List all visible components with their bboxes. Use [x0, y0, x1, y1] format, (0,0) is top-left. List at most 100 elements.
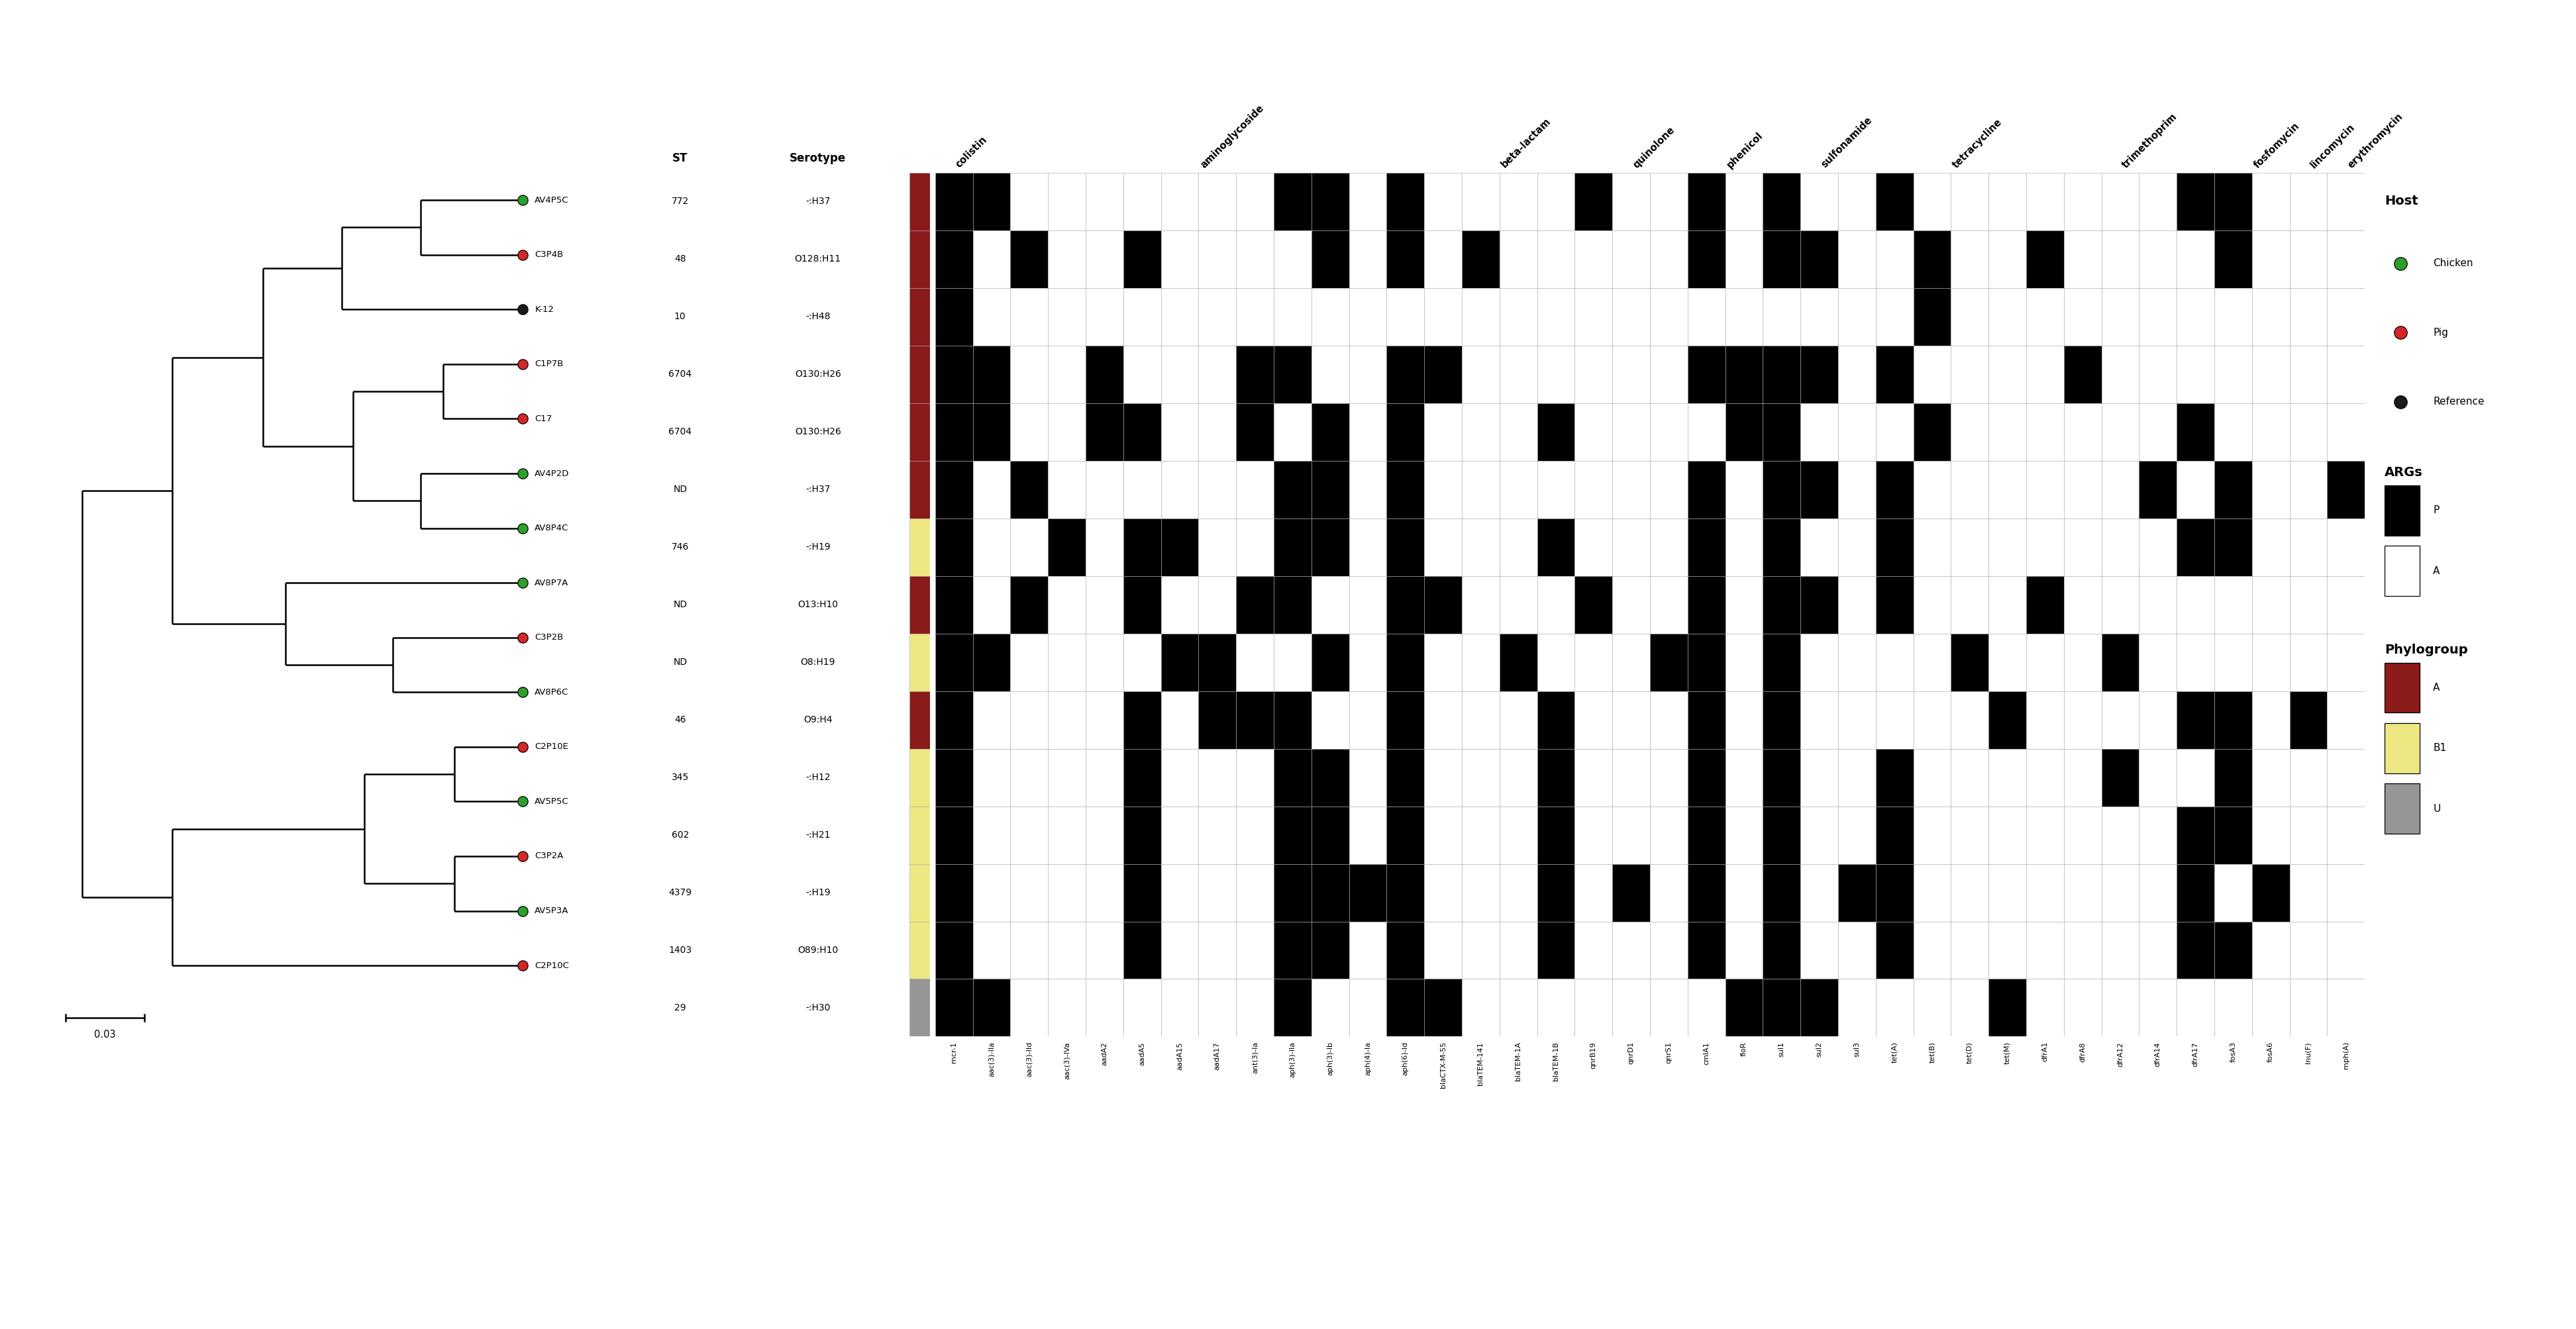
Text: B1: B1: [2434, 743, 2447, 754]
Bar: [1499, 461, 1538, 518]
Bar: [1048, 461, 1084, 518]
Bar: [1084, 346, 1123, 403]
Bar: [974, 979, 1010, 1037]
Bar: [2290, 691, 2326, 748]
Text: O9:H4: O9:H4: [804, 715, 832, 724]
Bar: [1350, 461, 1386, 518]
Bar: [1762, 634, 1801, 691]
Bar: [1461, 807, 1499, 864]
Bar: [2027, 691, 2063, 748]
Bar: [1950, 979, 1989, 1037]
Bar: [1010, 979, 1048, 1037]
Bar: [1499, 634, 1538, 691]
Bar: [2326, 403, 2365, 461]
Bar: [2251, 575, 2290, 634]
Bar: [1236, 518, 1273, 575]
Bar: [1950, 403, 1989, 461]
Bar: [1726, 346, 1762, 403]
Bar: [1350, 864, 1386, 921]
Bar: [1726, 634, 1762, 691]
Text: 1403: 1403: [667, 946, 693, 954]
Bar: [935, 864, 974, 921]
Bar: [2027, 634, 2063, 691]
Bar: [1762, 979, 1801, 1037]
Bar: [1010, 403, 1048, 461]
Bar: [1311, 691, 1350, 748]
Text: ND: ND: [672, 485, 688, 494]
Bar: [1875, 461, 1914, 518]
Bar: [1574, 230, 1613, 288]
Bar: [1084, 575, 1123, 634]
Bar: [1574, 979, 1613, 1037]
Bar: [1651, 288, 1687, 346]
Bar: [2290, 634, 2326, 691]
Bar: [1574, 864, 1613, 921]
Bar: [1801, 575, 1839, 634]
Bar: [1950, 230, 1989, 288]
Bar: [1048, 979, 1084, 1037]
Bar: [2063, 748, 2102, 807]
Text: -:H19: -:H19: [806, 888, 829, 897]
Text: C2P10C: C2P10C: [536, 961, 569, 970]
Bar: [2063, 921, 2102, 979]
Bar: [1613, 518, 1649, 575]
Bar: [1914, 575, 1950, 634]
Bar: [1726, 575, 1762, 634]
Bar: [1538, 634, 1574, 691]
Text: 46: 46: [675, 715, 685, 724]
Bar: [1236, 921, 1273, 979]
Bar: [1162, 288, 1198, 346]
Bar: [1726, 979, 1762, 1037]
Bar: [1762, 575, 1801, 634]
Bar: [2063, 575, 2102, 634]
Bar: [1425, 173, 1461, 230]
Bar: [1425, 575, 1461, 634]
Bar: [1762, 748, 1801, 807]
Bar: [1198, 864, 1236, 921]
Bar: [1236, 691, 1273, 748]
Bar: [2215, 864, 2251, 921]
Bar: [1574, 921, 1613, 979]
Bar: [1839, 461, 1875, 518]
Bar: [1010, 807, 1048, 864]
Bar: [1123, 403, 1162, 461]
Bar: [1123, 864, 1162, 921]
Bar: [1273, 979, 1311, 1037]
Bar: [2290, 403, 2326, 461]
Bar: [2102, 807, 2138, 864]
Bar: [1613, 807, 1649, 864]
Bar: [2027, 921, 2063, 979]
Bar: [1499, 691, 1538, 748]
Bar: [909, 921, 930, 979]
Bar: [974, 575, 1010, 634]
Text: O130:H26: O130:H26: [796, 428, 840, 436]
Bar: [974, 461, 1010, 518]
Bar: [1386, 230, 1425, 288]
Bar: [1950, 634, 1989, 691]
Bar: [2138, 691, 2177, 748]
Bar: [1461, 864, 1499, 921]
Text: 48: 48: [675, 255, 685, 263]
Bar: [1875, 748, 1914, 807]
Bar: [1989, 748, 2027, 807]
Bar: [2063, 288, 2102, 346]
Bar: [1461, 691, 1499, 748]
Bar: [1574, 518, 1613, 575]
Bar: [1350, 748, 1386, 807]
Bar: [1989, 864, 2027, 921]
Text: A: A: [2434, 683, 2439, 692]
Bar: [1273, 173, 1311, 230]
Bar: [1350, 979, 1386, 1037]
Text: O128:H11: O128:H11: [793, 255, 842, 263]
Bar: [1236, 346, 1273, 403]
Bar: [2102, 346, 2138, 403]
Bar: [909, 979, 930, 1037]
Bar: [1273, 807, 1311, 864]
Bar: [974, 748, 1010, 807]
Bar: [2063, 346, 2102, 403]
Bar: [2177, 403, 2215, 461]
Bar: [1687, 403, 1726, 461]
Bar: [1950, 346, 1989, 403]
Bar: [1574, 634, 1613, 691]
Bar: [1839, 403, 1875, 461]
